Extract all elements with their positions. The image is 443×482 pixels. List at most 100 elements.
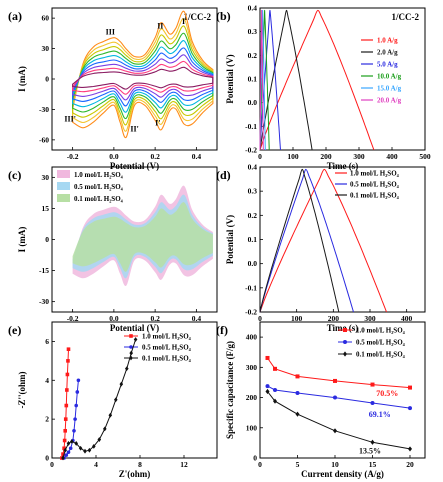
- plot-frame: [51, 321, 218, 459]
- y-tick-label: 0.4: [248, 163, 258, 172]
- legend-label: 0.1 mol/L H₂SO₄: [142, 355, 192, 363]
- peak-label: III': [64, 115, 76, 124]
- y-tick-label: 4: [45, 376, 49, 385]
- panel-a: -0.2 0.0 0.2 0.4 -60 -30 0 30 60 Potential (V) I (…: [8, 7, 218, 171]
- data-point: [63, 417, 68, 421]
- y-tick-label: -30: [39, 105, 49, 114]
- x-tick-label: 500: [419, 152, 431, 161]
- cv-curve-5: [72, 47, 214, 107]
- data-point: [370, 439, 375, 445]
- cv-curve-2: [72, 25, 214, 126]
- x-tick-label: 100: [291, 314, 303, 323]
- x-axis-label: Potential (V): [110, 161, 159, 171]
- retention-label: 70.5%: [376, 389, 398, 398]
- y-tick-label: 0.1: [248, 75, 258, 84]
- x-tick-label: 0: [258, 314, 262, 323]
- data-point: [114, 397, 118, 403]
- data-point: [62, 446, 66, 451]
- x-tick-label: 200: [328, 314, 340, 323]
- data-point: [343, 328, 347, 332]
- data-point: [295, 374, 300, 379]
- x-tick-label: 0.4: [192, 152, 202, 161]
- panel-d: 0 100 200 300 400 -0.2 -0.1 0.0 0.1 0.2 0.3 0.4 Time…: [216, 163, 426, 333]
- data-point: [66, 359, 70, 363]
- data-point: [63, 429, 67, 433]
- y-tick-label: 0.1: [248, 235, 258, 244]
- data-point: [61, 452, 65, 456]
- x-tick-label: 0.2: [150, 152, 160, 161]
- data-point: [333, 428, 337, 434]
- data-point: [66, 441, 71, 446]
- gcd-curve-3: [259, 9, 270, 151]
- y-axis-label: Potential (V): [225, 215, 235, 264]
- data-point: [343, 351, 347, 357]
- x-tick-label: 0.0: [109, 314, 119, 323]
- legend-label: 0.5 mol/L H₂SO₄: [142, 344, 192, 352]
- x-tick-label: -0.2: [67, 314, 79, 323]
- rate-line-2: [267, 391, 411, 450]
- gcd-curve-0: [259, 168, 387, 313]
- panel-label: (a): [8, 9, 22, 23]
- x-tick-label: -0.2: [67, 152, 79, 161]
- panel-label: (d): [216, 168, 231, 182]
- data-point: [129, 334, 133, 338]
- peak-label: I: [182, 17, 185, 26]
- cv-curve-0: [72, 10, 214, 139]
- legend-label: 1.0 A/g: [377, 37, 398, 45]
- legend-label: 0.5 mol/L H₂SO₄: [356, 339, 406, 347]
- x-tick-label: 0: [50, 460, 54, 469]
- data-point: [72, 429, 76, 433]
- cv-curve-8: [72, 66, 214, 90]
- cv-curve-6: [72, 54, 214, 101]
- y-tick-label: 300: [246, 363, 258, 372]
- y-tick-label: 200: [246, 393, 258, 402]
- y-tick-label: -0.1: [245, 122, 257, 131]
- panel-c: -0.2 0.0 0.2 0.4 -30 -15 0 15 30 Potential (V) I (…: [8, 166, 218, 333]
- y-tick-label: 2: [45, 415, 49, 424]
- data-point: [65, 388, 69, 392]
- panel-label: (c): [8, 168, 21, 182]
- data-point: [83, 448, 87, 454]
- data-point: [66, 347, 71, 351]
- data-point: [370, 382, 375, 387]
- data-point: [76, 378, 81, 383]
- data-point: [129, 355, 133, 361]
- y-tick-label: 400: [246, 333, 258, 342]
- x-tick-label: 300: [364, 314, 376, 323]
- data-point: [408, 406, 412, 411]
- legend-swatch: [57, 170, 70, 178]
- cv-curve-7: [72, 60, 214, 95]
- data-point: [129, 350, 133, 356]
- y-tick-label: -15: [39, 266, 49, 275]
- y-tick-label: 0.0: [248, 259, 258, 268]
- data-point: [64, 403, 69, 408]
- legend-label: 1.0 mol/L H₂SO₄: [356, 327, 406, 335]
- legend-label: 0.5 mol/L H₂SO₄: [350, 181, 400, 189]
- legend-label: 1.0 mol/L H₂SO₄: [74, 171, 124, 179]
- plot-frame: [259, 166, 426, 313]
- data-point: [273, 398, 277, 404]
- legend-label: 0.1 mol/L H₂SO₄: [356, 351, 406, 359]
- x-tick-label: 5: [296, 460, 300, 469]
- legend-label: 5.0 A/g: [377, 61, 398, 69]
- x-axis-label: Potential (V): [110, 323, 159, 333]
- data-point: [78, 445, 83, 451]
- x-axis-label: Z'(ohm): [119, 469, 151, 479]
- plot-frame: [259, 321, 426, 459]
- gcd-curve-1: [259, 168, 354, 313]
- data-point: [87, 447, 92, 453]
- y-tick-label: 15: [42, 204, 50, 213]
- data-point: [125, 366, 129, 372]
- data-point: [408, 385, 412, 390]
- legend-label: 2.0 A/g: [377, 49, 398, 57]
- y-tick-label: 0.4: [248, 4, 258, 13]
- x-tick-label: 0: [258, 152, 262, 161]
- cv-curve-4: [72, 40, 214, 113]
- data-point: [370, 400, 375, 405]
- x-tick-label: 20: [406, 460, 414, 469]
- y-tick-label: 60: [42, 14, 50, 23]
- peak-label: I': [155, 119, 160, 128]
- y-tick-label: 30: [42, 44, 50, 53]
- y-tick-label: 0: [45, 235, 49, 244]
